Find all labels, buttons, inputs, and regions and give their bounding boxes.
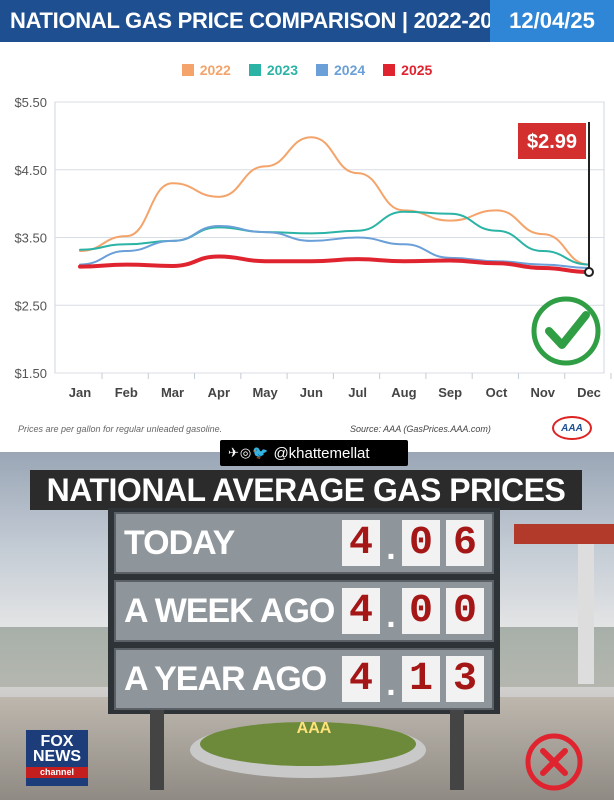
legend-label: 2025 bbox=[401, 62, 433, 78]
price-digit: 4 bbox=[342, 656, 380, 702]
planter-label: AAA bbox=[296, 720, 332, 737]
x-tick-label: Apr bbox=[208, 385, 230, 400]
header-bar: NATIONAL GAS PRICE COMPARISON | 2022-202… bbox=[0, 0, 614, 42]
x-tick-label: Sep bbox=[438, 385, 462, 400]
y-tick-label: $4.50 bbox=[14, 163, 47, 178]
chart-source: Source: AAA (GasPrices.AAA.com) bbox=[350, 424, 491, 434]
chart-panel: NATIONAL GAS PRICE COMPARISON | 2022-202… bbox=[0, 0, 614, 440]
row-label: A YEAR AGO bbox=[124, 660, 327, 698]
check-mark-icon bbox=[531, 296, 601, 366]
price-digits: 4 . 1 3 bbox=[342, 656, 484, 702]
legend-item-2023: 2023 bbox=[248, 62, 298, 78]
price-digit: 0 bbox=[446, 588, 484, 634]
watermark: ✈◎🐦 @khattemellat bbox=[220, 440, 408, 466]
legend-label: 2024 bbox=[334, 62, 366, 78]
y-tick-label: $2.50 bbox=[14, 298, 47, 313]
price-digit: 0 bbox=[402, 588, 440, 634]
series-line-2024 bbox=[79, 224, 590, 269]
legend-label: 2022 bbox=[199, 62, 231, 78]
date-badge: 12/04/25 bbox=[490, 0, 614, 42]
fox-logo-line1: FOX bbox=[40, 733, 74, 750]
board-row-year-ago: A YEAR AGO 4 . 1 3 bbox=[114, 648, 494, 710]
x-tick-label: Dec bbox=[577, 385, 601, 400]
price-digit: 6 bbox=[446, 520, 484, 566]
price-digit: 4 bbox=[342, 588, 380, 634]
y-tick-label: $3.50 bbox=[14, 231, 47, 246]
line-chart: $5.50 $4.50 $3.50 $2.50 $1.50 Jan Feb Mar Apr May… bbox=[14, 95, 612, 400]
x-tick-label: Jan bbox=[69, 385, 91, 400]
legend-swatch bbox=[248, 64, 261, 76]
series-line-2022 bbox=[79, 136, 590, 266]
fox-logo-line3: channel bbox=[26, 767, 88, 778]
social-icons: ✈◎🐦 bbox=[228, 445, 270, 460]
fox-logo-line2: NEWS bbox=[33, 748, 81, 765]
news-panel: NATIONAL AVERAGE GAS PRICES TODAY 4 . 0 … bbox=[0, 452, 614, 800]
y-tick-label: $1.50 bbox=[14, 366, 47, 381]
board-row-today: TODAY 4 . 0 6 bbox=[114, 512, 494, 574]
price-digit: 3 bbox=[446, 656, 484, 702]
callout-label: $2.99 bbox=[527, 131, 577, 153]
board-row-week-ago: A WEEK AGO 4 . 0 0 bbox=[114, 580, 494, 642]
y-tick-label: $5.50 bbox=[14, 95, 47, 110]
x-tick-label: May bbox=[252, 385, 278, 400]
legend-swatch bbox=[181, 64, 194, 76]
planter bbox=[190, 722, 426, 778]
chart-title: NATIONAL GAS PRICE COMPARISON | 2022-202… bbox=[10, 8, 517, 33]
legend-item-2024: 2024 bbox=[316, 62, 365, 78]
x-tick-label: Mar bbox=[161, 385, 184, 400]
board-post-right bbox=[450, 710, 464, 790]
x-tick-label: Oct bbox=[486, 385, 508, 400]
x-tick-label: Nov bbox=[530, 385, 555, 400]
series-line-2025 bbox=[78, 254, 591, 275]
legend-swatch bbox=[316, 64, 328, 76]
fox-news-logo: FOX NEWS channel bbox=[26, 730, 88, 786]
price-board: TODAY 4 . 0 6 A WEEK AGO 4 . 0 0 A YEAR … bbox=[108, 508, 500, 714]
price-digits: 4 . 0 6 bbox=[342, 520, 484, 566]
watermark-handle: @khattemellat bbox=[273, 444, 370, 462]
chart-legend: 2022 2023 2024 2025 bbox=[0, 62, 614, 78]
x-tick-label: Aug bbox=[391, 385, 416, 400]
price-digits: 4 . 0 0 bbox=[342, 588, 484, 634]
legend-label: 2023 bbox=[266, 62, 298, 78]
legend-item-2025: 2025 bbox=[383, 62, 432, 78]
gas-station-pillar bbox=[578, 544, 594, 684]
decimal-point: . bbox=[386, 597, 396, 635]
chart-footnote: Prices are per gallon for regular unlead… bbox=[18, 424, 223, 434]
row-label: TODAY bbox=[124, 524, 235, 562]
x-tick-label: Jun bbox=[300, 385, 323, 400]
board-banner: NATIONAL AVERAGE GAS PRICES bbox=[30, 470, 582, 510]
legend-item-2022: 2022 bbox=[181, 62, 231, 78]
decimal-point: . bbox=[386, 665, 396, 703]
decimal-point: . bbox=[386, 529, 396, 567]
row-label: A WEEK AGO bbox=[124, 592, 335, 630]
aaa-logo-icon: AAA bbox=[552, 416, 592, 440]
price-digit: 0 bbox=[402, 520, 440, 566]
price-digit: 1 bbox=[402, 656, 440, 702]
legend-swatch bbox=[383, 64, 396, 76]
callout-marker bbox=[584, 267, 594, 278]
callout-box bbox=[516, 121, 588, 161]
board-post-left bbox=[150, 710, 164, 790]
price-digit: 4 bbox=[342, 520, 380, 566]
x-tick-label: Jul bbox=[348, 385, 367, 400]
x-tick-label: Feb bbox=[115, 385, 138, 400]
x-mark-icon bbox=[525, 733, 583, 791]
gas-station-roof bbox=[514, 524, 614, 544]
